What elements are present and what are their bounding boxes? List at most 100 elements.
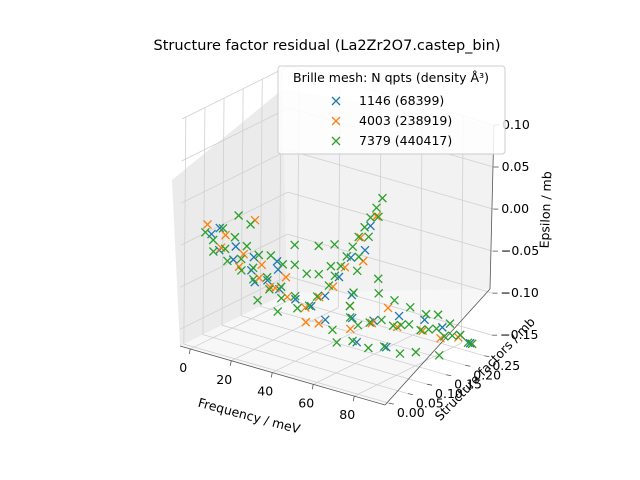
data-point [207,229,216,239]
y-tick-mark [388,402,394,405]
y-tick-label: 0.00 [397,405,425,420]
data-point [467,339,477,349]
data-point [253,295,263,305]
data-point [327,325,337,335]
data-point [374,212,383,222]
data-point [354,232,364,242]
data-point [455,330,465,340]
data-point [345,313,355,322]
data-point [276,282,286,292]
y-tick-mark [465,364,471,367]
data-point [395,349,405,359]
data-point [246,219,256,229]
data-points [200,193,477,360]
x-tick-mark [311,384,314,390]
data-point [345,301,355,311]
y-grid-line [221,98,225,326]
data-point [276,293,286,303]
x-tick-label: 0 [179,360,187,375]
legend-marker [331,96,341,106]
back-left-pane [172,89,287,346]
z-tick-label: 0.00 [501,201,529,216]
floor-pane [180,289,490,405]
data-point [248,263,258,273]
y-tick-label: 0.05 [416,396,444,411]
data-point [445,319,455,329]
y-grid-line [260,305,466,366]
data-point [360,222,370,232]
data-point [239,249,249,259]
z-tick-label: 0.10 [502,117,530,132]
y-tick-label: 0.20 [473,367,501,382]
data-point [363,343,373,353]
z-grid-line [181,65,290,120]
data-point [200,227,210,237]
data-point [432,324,441,334]
data-point [349,288,359,298]
y-tick-label: 0.25 [492,358,520,373]
legend-marker [331,136,341,146]
data-point [330,271,340,281]
x-tick-label: 20 [216,372,232,387]
data-point [203,220,212,229]
x-grid-line [313,330,421,385]
y-grid-line [279,296,485,357]
x-grid-line [190,295,298,350]
data-point [342,251,352,261]
data-point [290,291,300,301]
data-point [220,244,230,254]
series-2 [200,193,477,360]
data-point [314,292,324,302]
data-point [320,315,330,325]
data-point [301,317,311,327]
data-point [372,203,381,213]
data-point [405,302,415,312]
data-point [383,303,393,313]
data-point [420,315,430,325]
data-point [312,292,322,301]
y-grid-line [221,324,428,385]
data-point [215,223,225,233]
data-point [236,254,246,264]
data-point [292,303,302,313]
y-tick-mark [426,383,433,386]
data-point [411,347,421,357]
data-point [373,274,383,284]
data-point [236,265,246,275]
z-tick-label: 0.05 [502,159,530,174]
data-point [222,256,232,266]
data-point [424,324,434,334]
z-grid-line [288,149,494,210]
data-point [377,315,386,325]
data-point [447,331,457,341]
y-grid-line [183,117,187,345]
x-tick-mark [352,396,355,402]
data-point [273,307,283,317]
data-point [374,288,384,298]
data-point [324,281,334,290]
data-point [221,230,231,240]
data-point [381,342,391,352]
x-axis-label: Frequency / meV [196,395,302,437]
data-point [281,272,291,282]
y-grid-line [241,315,447,376]
data-point [348,336,358,346]
data-point [266,251,276,260]
z-tick-label: −0.10 [501,285,539,300]
x-tick-mark [270,372,273,378]
data-point [377,193,387,203]
data-point [330,239,340,249]
data-point [394,311,404,321]
y-grid-line [183,343,389,404]
legend-entry-label: 4003 (238919) [359,113,452,128]
data-point [265,282,275,292]
data-point [290,260,300,270]
y-tick-mark [446,374,452,377]
data-point [421,309,431,319]
data-point [367,318,377,328]
data-point [396,320,406,330]
y-tick-label: 0.10 [435,386,463,401]
